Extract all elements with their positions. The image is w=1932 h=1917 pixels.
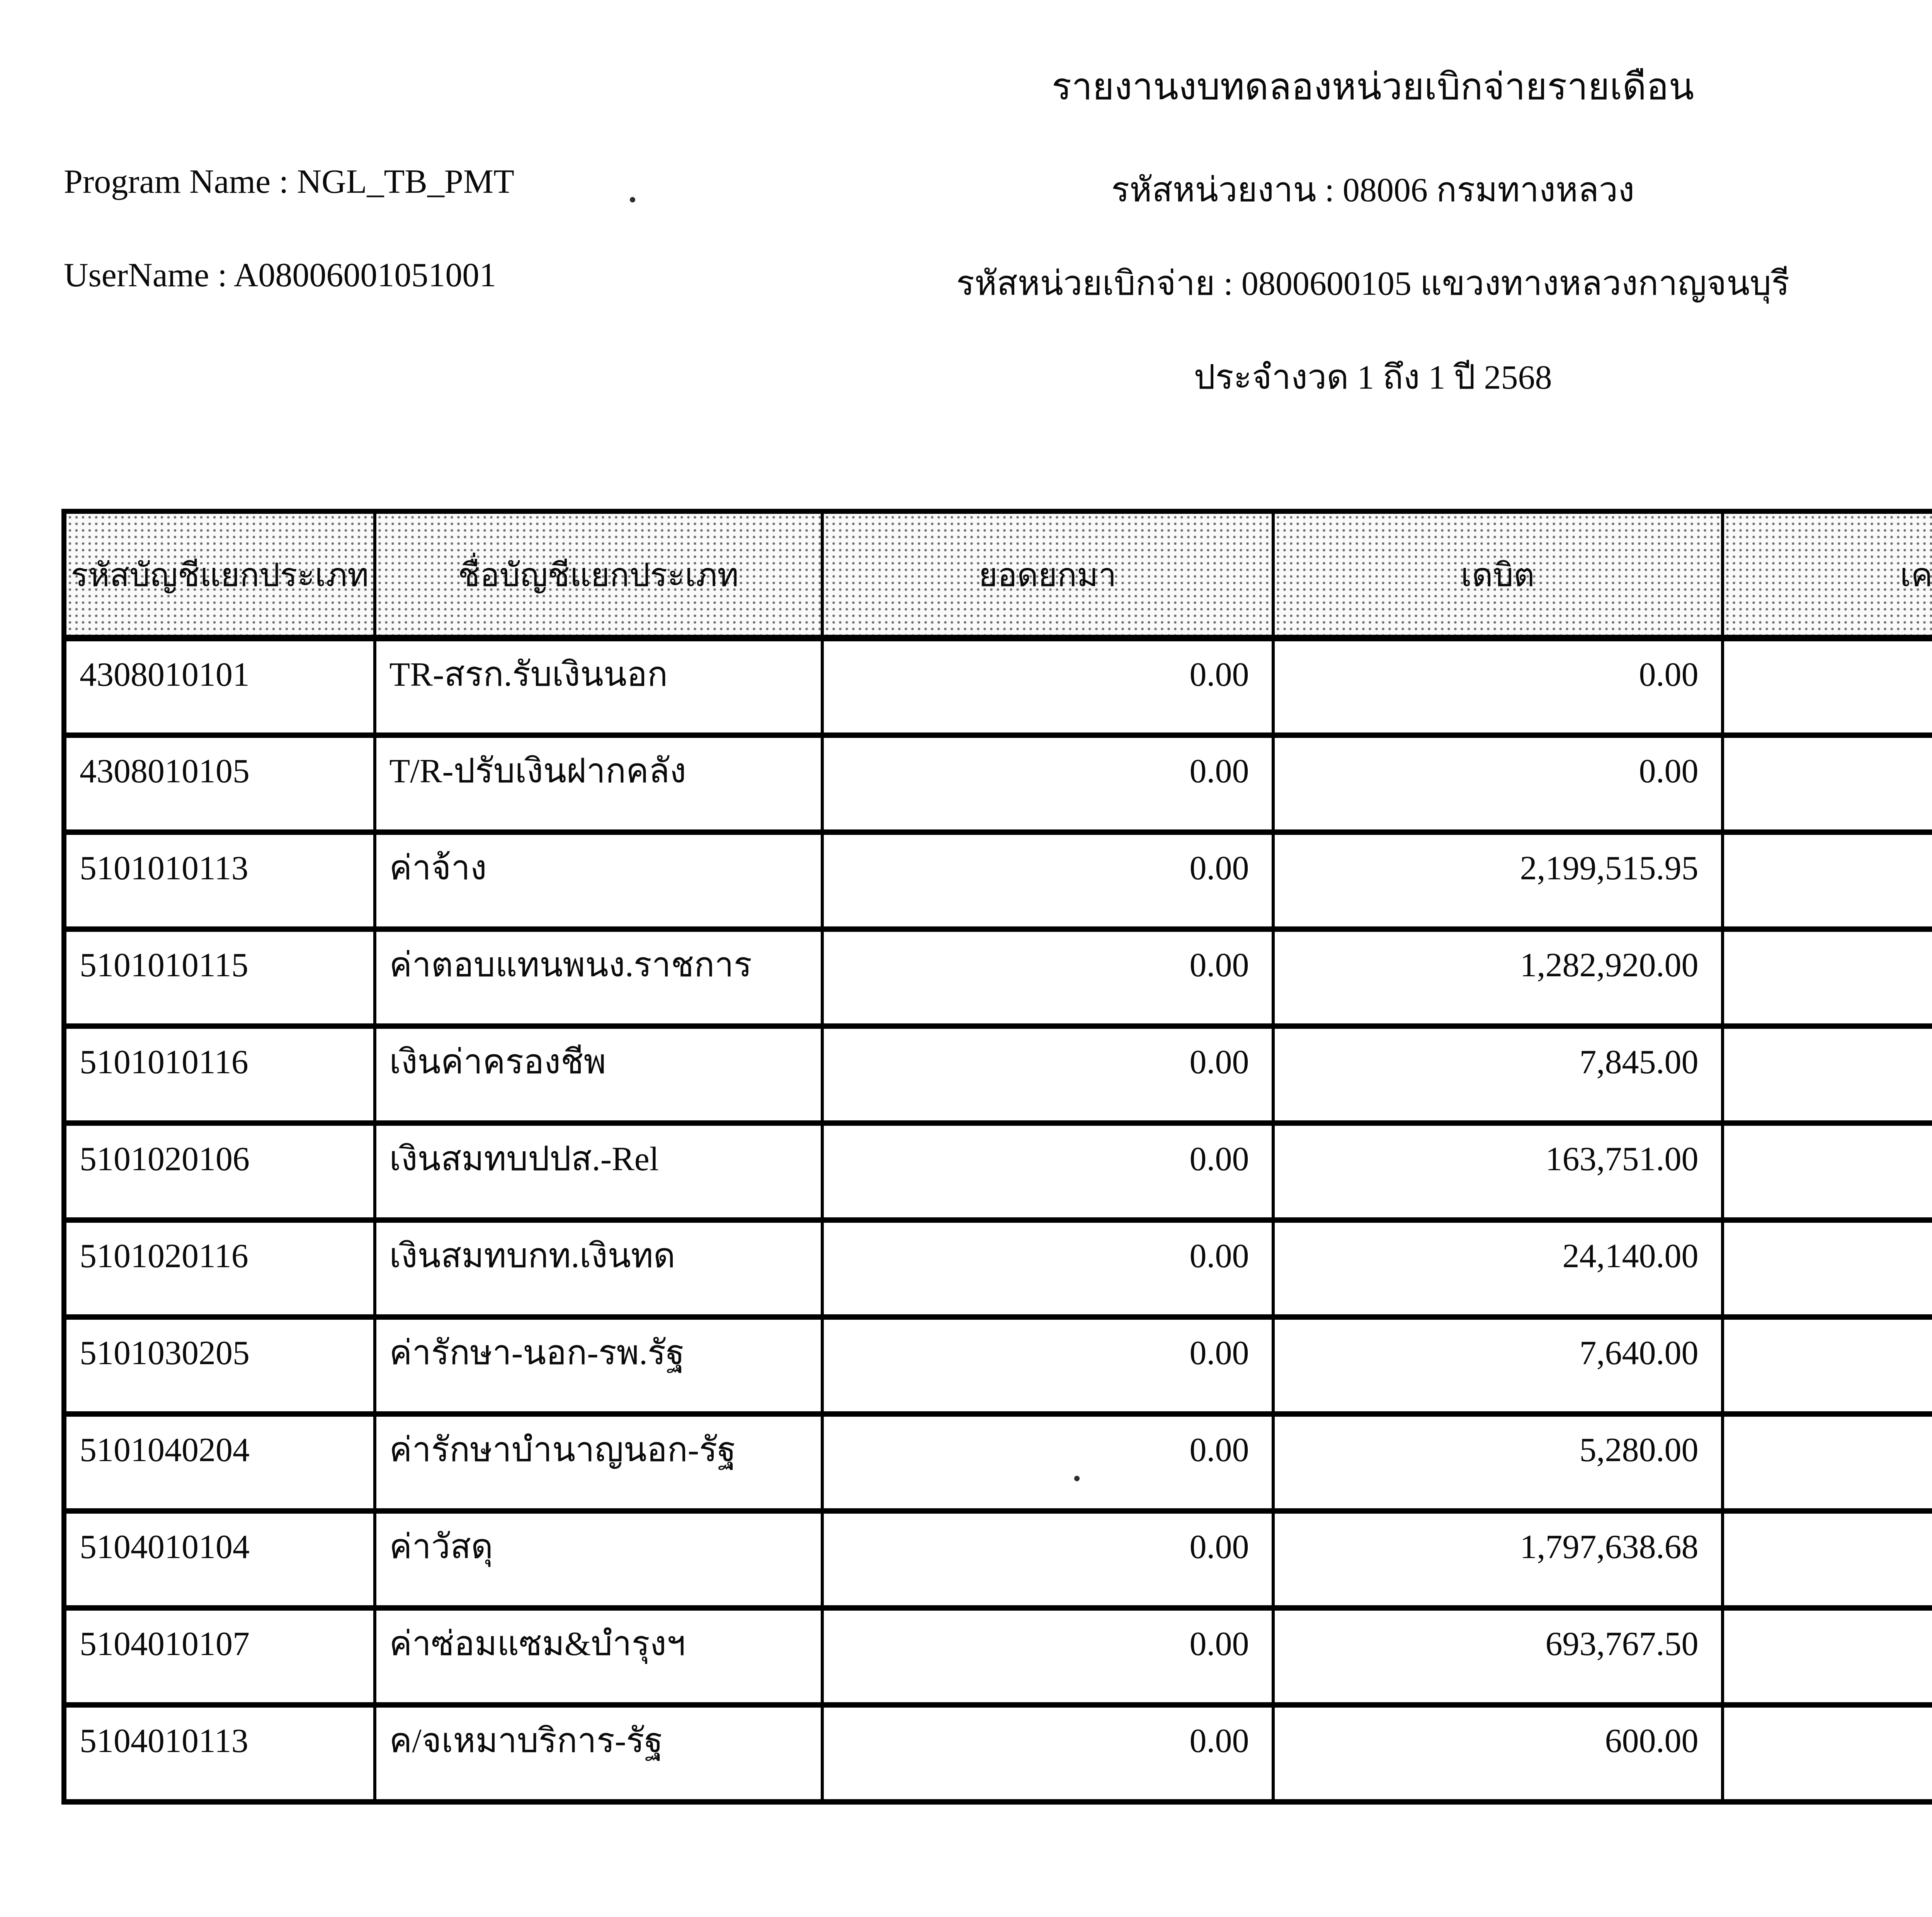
trial-balance-table: รหัสบัญชีแยกประเภท ชื่อบัญชีแยกประเภท ยอดย… — [61, 509, 1932, 1805]
cell-debit: 5,280.00 — [1271, 1411, 1724, 1514]
table-row: 4308010101TR-สรก.รับเงินนอก0.000.00(1,34… — [62, 635, 1932, 738]
cell-credit: (238,121.01) — [1721, 1605, 1932, 1708]
cell-opening-balance: 0.00 — [820, 732, 1275, 835]
cell-account-code: 4308010101 — [62, 635, 376, 738]
cell-account-code: 5101010113 — [62, 829, 376, 932]
cell-account-code: 5101010116 — [62, 1023, 376, 1126]
report-title: รายงานงบทดลองหน่วยเบิกจ่ายรายเดือน — [1051, 66, 1694, 107]
cell-credit: 0.00 — [1721, 1702, 1932, 1805]
cell-debit: 600.00 — [1271, 1702, 1724, 1805]
table-row: 5104010104ค่าวัสดุ0.001,797,638.680.001,… — [62, 1508, 1932, 1611]
cell-account-name: ค่ารักษา-นอก-รพ.รัฐ — [373, 1314, 824, 1417]
table-row: 5101030205 ค่ารักษา-นอก-รพ.รัฐ 0.00 7,640.0… — [62, 1314, 1932, 1417]
table-row: 5104010107 ค่าซ่อมแซม&บำรุงฯ 0.00 693,767.5… — [62, 1605, 1932, 1708]
cell-account-code: 5104010107 — [62, 1605, 376, 1708]
cell-account-name: ค่าซ่อมแซม&บำรุงฯ — [373, 1605, 824, 1708]
cell-debit: 7,845.00 — [1271, 1023, 1724, 1126]
cell-account-name: ค่าตอบแทนพนง.ราชการ — [373, 926, 824, 1029]
program-name-line: Program Name : NGL_TB_PMT — [64, 163, 514, 201]
cell-opening-balance: 0.00 — [820, 926, 1275, 1029]
table-row: 5101010115 ค่าตอบแทนพนง.ราชการ 0.00 1,282,9… — [62, 926, 1932, 1029]
cell-credit: 0.00 — [1721, 1023, 1932, 1126]
cell-account-code: 4308010105 — [62, 732, 376, 835]
cell-credit: (628,860.00) — [1721, 926, 1932, 1029]
cell-credit: 0.00 — [1721, 1314, 1932, 1417]
cell-debit: 0.00 — [1271, 732, 1724, 835]
cell-credit: (1,345,303.50) — [1721, 635, 1932, 738]
table-row: 5101020116 เงินสมทบกท.เงินทด 0.00 24,140.00… — [62, 1217, 1932, 1320]
cell-credit: (2,480,175.75) — [1721, 732, 1932, 835]
cell-credit: 0.00 — [1721, 1411, 1932, 1514]
agency-code-line: รหัสหน่วยงาน : 08006 กรมทางหลวง — [1111, 172, 1635, 209]
table-row: 5101020106 เงินสมทบปปส.-Rel 0.00 163,751.00… — [62, 1120, 1932, 1223]
cell-credit: 0.00 — [1721, 1508, 1932, 1611]
cell-account-name: เงินสมทบปปส.-Rel — [373, 1120, 824, 1223]
cell-account-code: 5101010115 — [62, 926, 376, 1029]
cell-opening-balance: 0.00 — [820, 635, 1275, 738]
cell-opening-balance: 0.00 — [820, 1605, 1275, 1708]
cell-account-name: เงินค่าครองชีพ — [373, 1023, 824, 1126]
period-line: ประจำงวด 1 ถึง 1 ปี 2568 — [1194, 359, 1552, 396]
cell-account-name: ค่าจ้าง — [373, 829, 824, 932]
cell-credit: 0.00 — [1721, 829, 1932, 932]
cell-debit: 693,767.50 — [1271, 1605, 1724, 1708]
cell-account-name: ค่ารักษาบำนาญนอก-รัฐ — [373, 1411, 824, 1514]
cell-debit: 163,751.00 — [1271, 1120, 1724, 1223]
cell-opening-balance: 0.00 — [820, 1217, 1275, 1320]
cell-opening-balance: 0.00 — [820, 1508, 1275, 1611]
cell-debit: 1,282,920.00 — [1271, 926, 1724, 1029]
cell-opening-balance: 0.00 — [820, 1702, 1275, 1805]
cell-opening-balance: 0.00 — [820, 1120, 1275, 1223]
column-header-opening-balance: ยอดยกมา — [820, 511, 1275, 641]
table-row: 5101040204 ค่ารักษาบำนาญนอก-รัฐ 0.00 5,280.… — [62, 1411, 1932, 1514]
cell-debit: 24,140.00 — [1271, 1217, 1724, 1320]
cell-account-code: 5104010113 — [62, 1702, 376, 1805]
cell-credit: 0.00 — [1721, 1217, 1932, 1320]
disbursement-unit-line: รหัสหน่วยเบิกจ่าย : 0800600105 แขวงทางหล… — [956, 265, 1790, 303]
cell-account-code: 5104010104 — [62, 1508, 376, 1611]
cell-account-code: 5101030205 — [62, 1314, 376, 1417]
cell-debit: 7,640.00 — [1271, 1314, 1724, 1417]
cell-opening-balance: 0.00 — [820, 1023, 1275, 1126]
column-header-account-name: ชื่อบัญชีแยกประเภท — [373, 511, 824, 641]
column-header-debit: เดบิต — [1271, 511, 1724, 641]
cell-credit: (26,523.00) — [1721, 1120, 1932, 1223]
cell-debit: 0.00 — [1271, 635, 1724, 738]
table-row: 5101010113ค่าจ้าง0.002,199,515.950.002,1… — [62, 829, 1932, 932]
table-body: 4308010101TR-สรก.รับเงินนอก0.000.00(1,34… — [62, 635, 1932, 1805]
cell-account-code: 5101020116 — [62, 1217, 376, 1320]
table-row: 4308010105T/R-ปรับเงินฝากคลัง0.000.00(2,… — [62, 732, 1932, 835]
cell-opening-balance: 0.00 — [820, 829, 1275, 932]
cell-account-name: TR-สรก.รับเงินนอก — [373, 635, 824, 738]
cell-debit: 2,199,515.95 — [1271, 829, 1724, 932]
cell-account-code: 5101040204 — [62, 1411, 376, 1514]
table-row: 5104010113ค/จเหมาบริการ-รัฐ0.00600.000.0… — [62, 1702, 1932, 1805]
user-name-line: UserName : A08006001051001 — [64, 257, 497, 294]
table-row: 5101010116เงินค่าครองชีพ0.007,845.000.00… — [62, 1023, 1932, 1126]
cell-account-name: T/R-ปรับเงินฝากคลัง — [373, 732, 824, 835]
cell-opening-balance: 0.00 — [820, 1411, 1275, 1514]
column-header-account-code: รหัสบัญชีแยกประเภท — [62, 511, 376, 641]
column-header-credit: เครดิต — [1721, 511, 1932, 641]
cell-account-name: ค่าวัสดุ — [373, 1508, 824, 1611]
cell-account-code: 5101020106 — [62, 1120, 376, 1223]
scan-artifact — [630, 197, 635, 202]
cell-opening-balance: 0.00 — [820, 1314, 1275, 1417]
cell-account-name: เงินสมทบกท.เงินทด — [373, 1217, 824, 1320]
cell-debit: 1,797,638.68 — [1271, 1508, 1724, 1611]
table-header-row: รหัสบัญชีแยกประเภท ชื่อบัญชีแยกประเภท ยอดย… — [62, 511, 1932, 641]
cell-account-name: ค/จเหมาบริการ-รัฐ — [373, 1702, 824, 1805]
